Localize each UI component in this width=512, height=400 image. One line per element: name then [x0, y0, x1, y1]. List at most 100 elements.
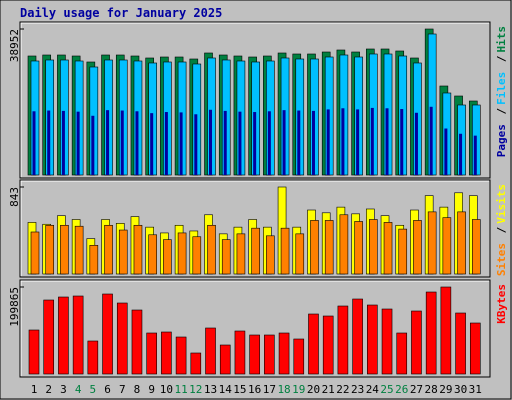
bar	[381, 308, 393, 375]
bar	[280, 227, 290, 275]
bar	[339, 214, 349, 275]
bar	[177, 232, 187, 275]
bevel	[20, 180, 489, 276]
bar	[473, 135, 477, 175]
bar	[425, 291, 437, 375]
x-tick-label: 9	[148, 383, 155, 396]
bar	[293, 338, 305, 375]
x-tick-label: 20	[307, 383, 320, 396]
x-tick-label: 13	[204, 383, 217, 396]
x-tick-label: 2	[45, 383, 52, 396]
bar	[192, 236, 202, 275]
bar	[311, 110, 315, 175]
bar	[221, 239, 231, 275]
bar	[326, 109, 330, 175]
bar	[234, 330, 246, 375]
bar	[106, 110, 110, 175]
x-tick-label: 7	[119, 383, 126, 396]
bar	[370, 107, 374, 175]
bar	[267, 111, 271, 175]
bevel	[20, 280, 489, 376]
legend: KBytes	[495, 284, 508, 324]
bar	[413, 220, 422, 275]
bar	[471, 219, 481, 275]
bar	[28, 329, 40, 375]
bar	[398, 228, 408, 275]
bar	[383, 222, 393, 275]
x-tick-label: 23	[351, 383, 364, 396]
bar	[440, 286, 452, 375]
x-tick-label: 6	[104, 383, 111, 396]
x-tick-label: 5	[90, 383, 97, 396]
bar	[310, 220, 319, 275]
x-tick-label: 21	[322, 383, 335, 396]
legend-entry: Visits	[495, 184, 508, 224]
bar	[163, 239, 172, 275]
bar	[45, 224, 55, 275]
bar	[190, 352, 202, 375]
x-tick-label: 17	[263, 383, 276, 396]
bar	[179, 112, 183, 175]
bar	[60, 224, 69, 275]
bar	[146, 332, 157, 375]
bar	[455, 312, 466, 375]
bar	[76, 111, 80, 175]
x-tick-label: 28	[425, 383, 438, 396]
bar	[297, 110, 301, 175]
bar	[385, 108, 389, 175]
legend-entry: KBytes	[495, 284, 508, 324]
bar	[161, 331, 172, 375]
x-tick-label: 19	[292, 383, 305, 396]
legend: Pages / Files / Hits	[495, 26, 508, 157]
bar	[205, 327, 216, 375]
bar	[148, 234, 157, 275]
bar	[74, 225, 84, 275]
bar	[356, 109, 360, 175]
bar	[131, 309, 143, 375]
legend-entry: Pages	[495, 124, 508, 157]
bar	[322, 315, 334, 375]
bar	[116, 302, 128, 375]
bar	[164, 112, 168, 175]
x-tick-label: 4	[75, 383, 82, 396]
bar	[457, 211, 466, 275]
bar	[102, 293, 113, 375]
y-tick-label: 199865	[8, 287, 21, 327]
y-tick-label: 38952	[8, 29, 21, 62]
x-tick-label: 8	[134, 383, 141, 396]
x-tick-label: 3	[60, 383, 67, 396]
x-tick-label: 31	[469, 383, 482, 396]
bar	[444, 128, 448, 175]
x-tick-label: 14	[219, 383, 233, 396]
bar	[89, 245, 99, 275]
legend-separator: /	[495, 226, 508, 240]
bar	[469, 322, 481, 375]
x-tick-label: 26	[395, 383, 408, 396]
x-tick-label: 11	[174, 383, 187, 396]
x-tick-label: 25	[380, 383, 393, 396]
x-tick-label: 16	[248, 383, 261, 396]
bar	[411, 310, 422, 375]
bar	[308, 313, 319, 375]
bar	[207, 224, 216, 275]
x-tick-label: 22	[336, 383, 349, 396]
bar	[58, 296, 69, 375]
bar	[459, 133, 463, 175]
legend-entry: Files	[495, 72, 508, 105]
bar	[249, 334, 260, 375]
legend: Sites / Visits	[495, 184, 508, 276]
bar	[266, 235, 275, 275]
bar	[427, 211, 437, 275]
bar	[43, 299, 55, 375]
bar	[352, 298, 363, 375]
y-tick-label: 843	[8, 187, 21, 207]
bar	[278, 332, 290, 375]
bar	[47, 110, 51, 175]
x-tick-label: 18	[277, 383, 290, 396]
x-tick-label: 30	[454, 383, 467, 396]
bar	[369, 219, 378, 275]
bar	[72, 295, 84, 375]
bar	[175, 336, 187, 375]
x-tick-label: 10	[160, 383, 173, 396]
